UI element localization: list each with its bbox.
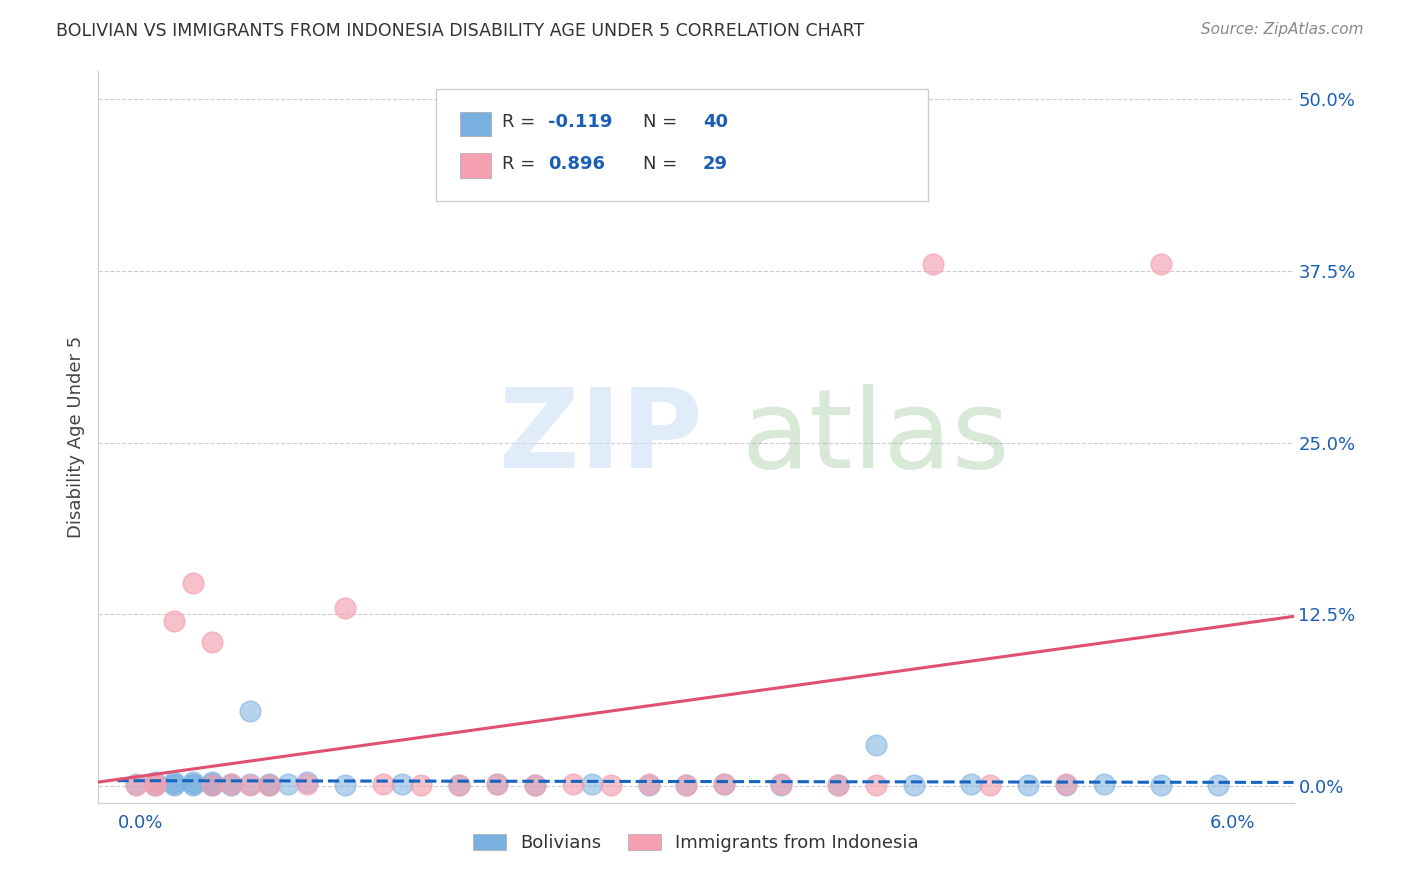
Point <box>637 778 659 792</box>
Point <box>163 775 186 789</box>
Point <box>201 776 224 790</box>
Point <box>163 615 186 629</box>
Point <box>770 778 793 792</box>
Text: 0.0%: 0.0% <box>117 814 163 832</box>
Point <box>1054 778 1077 792</box>
Point <box>295 776 318 790</box>
Text: 6.0%: 6.0% <box>1211 814 1256 832</box>
Point <box>219 776 242 790</box>
Text: N =: N = <box>643 113 682 131</box>
Point <box>485 776 508 790</box>
Point <box>239 776 262 790</box>
Text: 0.896: 0.896 <box>548 155 606 173</box>
Point <box>409 778 432 792</box>
Point <box>675 778 697 792</box>
Point <box>485 776 508 790</box>
Point <box>1150 257 1173 271</box>
Point <box>143 776 166 790</box>
Point <box>865 738 887 752</box>
Point <box>599 778 621 792</box>
Point <box>201 775 224 789</box>
Point <box>979 778 1001 792</box>
Y-axis label: Disability Age Under 5: Disability Age Under 5 <box>66 336 84 538</box>
Point <box>277 776 299 790</box>
Point <box>1017 778 1039 792</box>
Point <box>219 778 242 792</box>
Point <box>447 778 470 792</box>
Text: R =: R = <box>502 155 541 173</box>
Point <box>447 778 470 792</box>
Point <box>523 778 546 792</box>
Point <box>181 575 204 590</box>
Legend: Bolivians, Immigrants from Indonesia: Bolivians, Immigrants from Indonesia <box>465 827 927 860</box>
Text: N =: N = <box>643 155 682 173</box>
Point <box>143 778 166 792</box>
Point <box>239 704 262 718</box>
Point <box>163 776 186 790</box>
Point <box>163 778 186 792</box>
Point <box>333 600 356 615</box>
Point <box>523 778 546 792</box>
Point <box>181 776 204 790</box>
Point <box>713 776 735 790</box>
Point <box>827 778 849 792</box>
Point <box>827 778 849 792</box>
Point <box>960 776 983 790</box>
Point <box>903 778 925 792</box>
Text: Source: ZipAtlas.com: Source: ZipAtlas.com <box>1201 22 1364 37</box>
Point <box>675 778 697 792</box>
Text: ZIP: ZIP <box>499 384 702 491</box>
Text: 40: 40 <box>703 113 728 131</box>
Point <box>181 775 204 789</box>
Point <box>637 776 659 790</box>
Point <box>922 257 945 271</box>
Point <box>581 776 603 790</box>
Text: 29: 29 <box>703 155 728 173</box>
Point <box>219 776 242 790</box>
Point <box>1206 778 1229 792</box>
Point <box>257 776 280 790</box>
Point <box>125 776 148 790</box>
Point <box>561 776 583 790</box>
Point <box>143 775 166 789</box>
Point <box>143 778 166 792</box>
Point <box>125 778 148 792</box>
Point <box>1092 776 1115 790</box>
Point <box>257 778 280 792</box>
Point <box>239 778 262 792</box>
Text: -0.119: -0.119 <box>548 113 613 131</box>
Point <box>865 778 887 792</box>
Text: R =: R = <box>502 113 541 131</box>
Point <box>770 776 793 790</box>
Point <box>1150 778 1173 792</box>
Point <box>371 776 394 790</box>
Point <box>201 778 224 792</box>
Point <box>333 778 356 792</box>
Point <box>1054 776 1077 790</box>
Point <box>201 776 224 790</box>
Point <box>257 778 280 792</box>
Text: atlas: atlas <box>741 384 1010 491</box>
Point <box>181 778 204 792</box>
Point <box>391 776 413 790</box>
Point <box>201 635 224 649</box>
Point <box>713 776 735 790</box>
Point <box>295 775 318 789</box>
Point <box>201 778 224 792</box>
Text: BOLIVIAN VS IMMIGRANTS FROM INDONESIA DISABILITY AGE UNDER 5 CORRELATION CHART: BOLIVIAN VS IMMIGRANTS FROM INDONESIA DI… <box>56 22 865 40</box>
